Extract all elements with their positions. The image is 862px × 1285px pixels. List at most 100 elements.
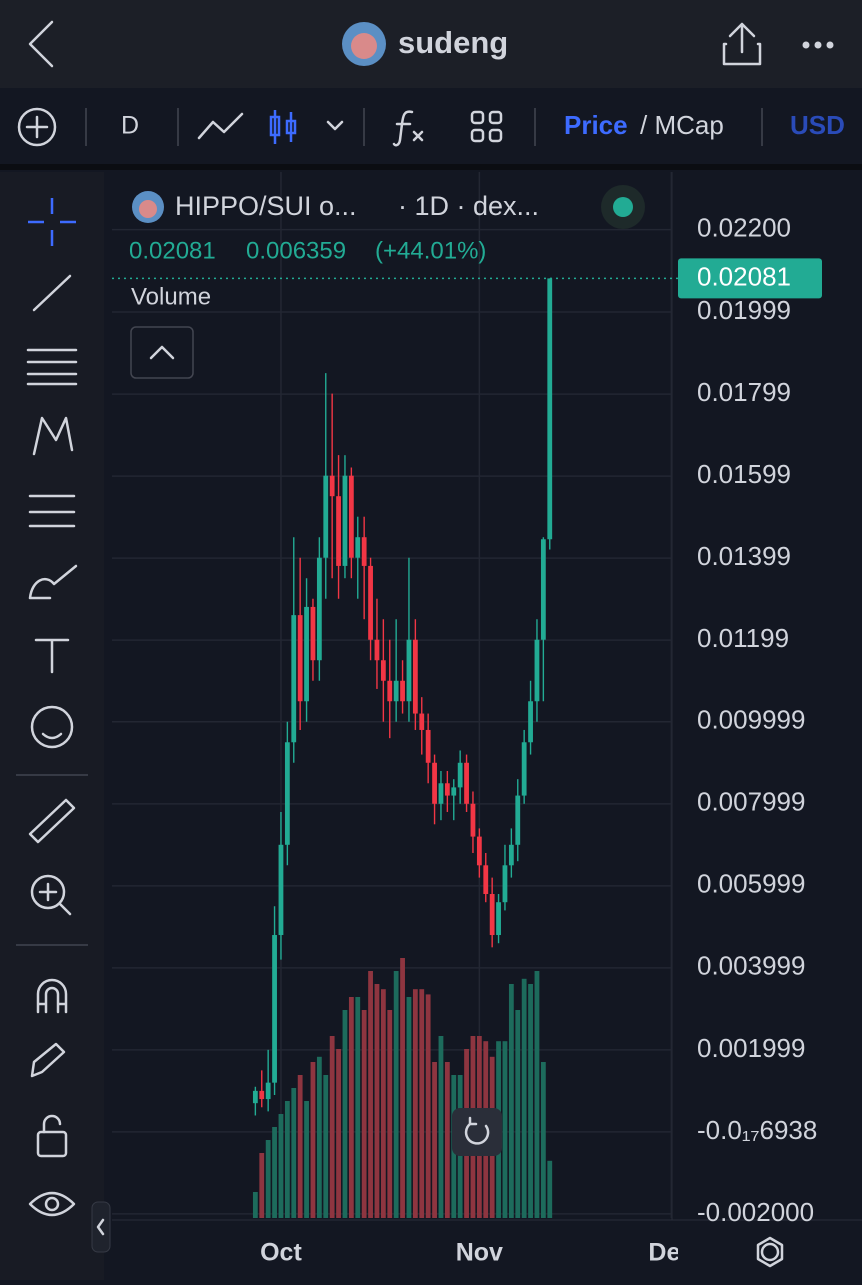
- more-button[interactable]: [802, 41, 834, 49]
- volume-bar: [291, 1088, 297, 1218]
- volume-label: Volume: [131, 283, 211, 310]
- legend-change: 0.006359: [246, 237, 346, 264]
- add-button[interactable]: [17, 107, 57, 147]
- volume-bar: [406, 997, 412, 1218]
- chart-type-dropdown[interactable]: [326, 120, 344, 131]
- y-tick-label: 0.01599: [697, 459, 791, 489]
- reset-button[interactable]: [452, 1108, 502, 1156]
- candle-body: [508, 844, 514, 866]
- candle-body: [380, 660, 386, 681]
- volume-bar: [400, 958, 405, 1218]
- interval-button[interactable]: D: [121, 112, 139, 140]
- hide-eye: [44, 1196, 60, 1212]
- avatar-face: [351, 33, 377, 59]
- indicators-button[interactable]: [392, 110, 424, 147]
- candle-body: [419, 713, 425, 730]
- x-tick-label: Nov: [456, 1239, 503, 1267]
- candle-chart-button[interactable]: [269, 110, 297, 144]
- fib-tool[interactable]: [26, 348, 78, 386]
- price-toggle[interactable]: Price: [564, 110, 628, 140]
- x-tick-label: Dec: [648, 1239, 694, 1267]
- plot: [112, 172, 673, 1218]
- candle-body: [342, 475, 348, 566]
- unlock-tool[interactable]: [36, 1130, 68, 1158]
- share-button[interactable]: [722, 22, 762, 66]
- y-tick-label: 0.01199: [697, 623, 789, 653]
- candle-body: [278, 844, 284, 936]
- y-tick-label: 0.005999: [697, 869, 805, 899]
- candle-body: [297, 615, 303, 702]
- volume-bar: [323, 1075, 329, 1218]
- y-tick-label: 0.01999: [697, 295, 791, 325]
- candle-body: [316, 557, 322, 661]
- candle-body: [444, 783, 450, 796]
- volume-bar: [368, 971, 373, 1218]
- volume-bar: [432, 1062, 437, 1218]
- mcap-toggle[interactable]: / MCap: [640, 110, 724, 140]
- side-toolbar: [0, 172, 104, 1280]
- brush-tool[interactable]: [28, 564, 78, 600]
- volume-bar: [547, 1160, 553, 1218]
- ruler-tool[interactable]: [28, 798, 76, 844]
- prediction-tool[interactable]: [28, 494, 76, 528]
- zoom-icon: [38, 882, 72, 916]
- volume-bar: [502, 1041, 508, 1218]
- volume-bar: [329, 1036, 335, 1218]
- last-price-label: 0.02081: [697, 261, 791, 291]
- candle-body: [323, 475, 329, 558]
- volume-bar: [310, 1062, 316, 1218]
- volume-bar: [265, 1140, 271, 1218]
- candle-body: [374, 639, 380, 661]
- add-icon: [25, 115, 49, 139]
- volume-bar: [278, 1114, 284, 1218]
- y-tick-label: 0.02200: [697, 212, 791, 242]
- header-title: sudeng: [398, 25, 508, 60]
- volume-bar: [444, 1062, 450, 1218]
- layout-button[interactable]: [470, 110, 503, 143]
- candle-body: [438, 783, 444, 804]
- volume-bar: [534, 971, 540, 1218]
- text-tool[interactable]: [34, 638, 70, 674]
- candle-body: [291, 615, 297, 743]
- zoom-tool[interactable]: [30, 874, 66, 910]
- volume-bar: [374, 984, 380, 1218]
- volume-bar: [528, 984, 533, 1218]
- collapse-legend-button[interactable]: [130, 326, 194, 379]
- symbol-avatar-face: [139, 200, 157, 218]
- volume-bar: [521, 978, 527, 1218]
- candle-body: [329, 475, 335, 497]
- trendline-tool[interactable]: [32, 274, 72, 312]
- legend-change-pct: (+44.01%): [375, 237, 486, 264]
- source-label: · 1D · dex...: [398, 191, 539, 221]
- y-tick-label: 0.001999: [697, 1033, 805, 1063]
- volume-bar: [348, 997, 354, 1218]
- candle-body: [496, 902, 501, 936]
- magnet-tool[interactable]: [36, 978, 68, 1014]
- volume-bar: [342, 1010, 348, 1218]
- candle-body: [310, 606, 316, 661]
- volume-bar: [508, 984, 514, 1218]
- last-price-tag: [678, 258, 822, 299]
- settings-button[interactable]: [760, 1242, 780, 1262]
- currency-toggle[interactable]: USD: [790, 110, 845, 140]
- volume-bar: [272, 1127, 277, 1218]
- hide-tool[interactable]: [28, 1191, 76, 1217]
- volume-bar: [387, 1010, 393, 1218]
- volume-bar: [284, 1101, 290, 1218]
- volume-bar: [361, 1010, 367, 1218]
- volume-bar: [380, 989, 386, 1218]
- crosshair-tool[interactable]: [28, 198, 76, 246]
- back-button[interactable]: [28, 20, 54, 68]
- pattern-tool[interactable]: [32, 416, 74, 456]
- collapse-handle[interactable]: [91, 1201, 111, 1253]
- unlock-shackle: [42, 1114, 62, 1134]
- candle-body: [483, 865, 489, 895]
- status-dot: [613, 197, 633, 217]
- candle-body: [521, 742, 527, 796]
- line-chart-button[interactable]: [197, 112, 244, 140]
- toolbar: [0, 88, 862, 164]
- emoji-tool[interactable]: [30, 705, 74, 749]
- lock-drawings-tool[interactable]: [30, 1042, 66, 1078]
- candle-body: [387, 680, 393, 702]
